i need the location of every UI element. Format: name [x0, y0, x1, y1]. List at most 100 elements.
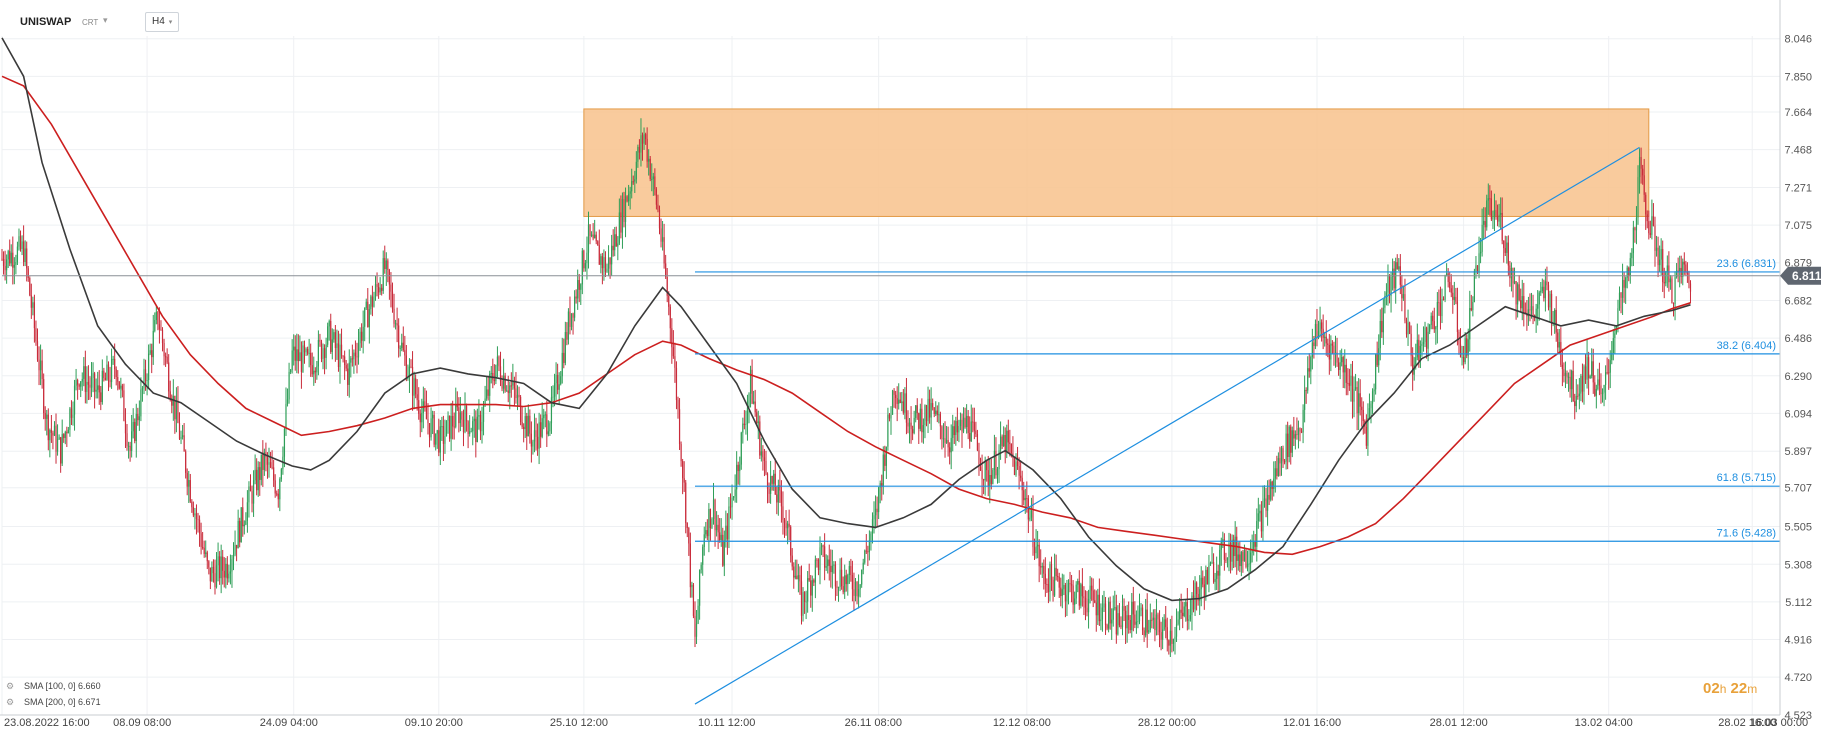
candle-body	[1580, 375, 1582, 394]
candle-body	[1138, 610, 1141, 622]
candle-body	[1202, 577, 1204, 585]
candle-body	[674, 356, 676, 368]
candle-body	[432, 414, 434, 419]
candle-body	[374, 284, 377, 297]
candle-body	[820, 545, 823, 548]
candle-body	[699, 569, 701, 606]
candle-body	[1063, 585, 1065, 590]
candle-body	[1115, 607, 1117, 635]
candle-body	[1233, 539, 1235, 557]
candle-body	[1168, 640, 1170, 646]
candle-body	[827, 559, 829, 567]
candle-body	[1648, 221, 1650, 234]
candle-body	[1177, 619, 1179, 625]
candle-body	[1611, 352, 1613, 361]
candle-body	[1472, 301, 1474, 311]
legend-settings-icon[interactable]: ⚙	[6, 697, 15, 707]
candle-body	[1612, 338, 1614, 353]
legend-item-sma200[interactable]: ⚙ SMA [200, 0] 6.671	[6, 694, 101, 710]
symbol-name[interactable]: UNISWAP	[20, 16, 72, 28]
candle-body	[1561, 364, 1563, 370]
y-tick-label: 5.308	[1784, 559, 1812, 571]
candle-body	[1109, 601, 1111, 624]
candle-body	[465, 406, 468, 422]
candle-body	[1239, 554, 1241, 567]
candle-body	[780, 490, 783, 507]
candle-body	[762, 451, 764, 458]
timeframe-selector[interactable]: H4 ▾	[145, 12, 180, 32]
candle-body	[188, 480, 190, 487]
candle-body	[1601, 392, 1604, 395]
legend-settings-icon[interactable]: ⚙	[6, 681, 15, 691]
candle-body	[1174, 636, 1176, 639]
candle-body	[240, 507, 242, 543]
timeframe-label: H4	[152, 16, 165, 27]
candle-body	[464, 406, 466, 433]
candle-body	[1657, 247, 1659, 266]
candle-body	[933, 407, 935, 414]
candle-body	[81, 378, 83, 382]
candle-body	[1342, 357, 1344, 373]
candle-body	[209, 567, 211, 582]
candle-body	[868, 540, 870, 553]
candle-body	[660, 228, 662, 242]
candle-body	[1160, 632, 1162, 640]
candle-body	[1023, 490, 1025, 501]
candle-body	[817, 559, 820, 571]
legend-item-sma100[interactable]: ⚙ SMA [100, 0] 6.660	[6, 678, 101, 694]
candle-body	[1069, 583, 1071, 585]
candle-body	[683, 478, 685, 483]
candle-body	[274, 480, 276, 494]
candle-body	[837, 586, 840, 588]
candle-body	[70, 408, 73, 418]
candle-body	[1574, 401, 1576, 407]
candle-body	[1146, 609, 1148, 633]
candle-body	[1625, 277, 1627, 288]
dropdown-caret-icon[interactable]: ▾	[103, 15, 108, 25]
candle-body	[1371, 391, 1374, 404]
candle-body	[675, 367, 678, 401]
candle-body	[1455, 296, 1457, 302]
candle-body	[58, 437, 60, 440]
candle-body	[177, 401, 179, 423]
candle-body	[759, 421, 761, 456]
candle-body	[46, 414, 48, 419]
candle-body	[595, 234, 597, 242]
candle-body	[1128, 615, 1130, 620]
candle-body	[919, 408, 921, 429]
candle-body	[21, 241, 23, 250]
candle-body	[984, 461, 986, 481]
candle-body	[581, 250, 583, 285]
candle-body	[1268, 494, 1270, 500]
candle-body	[1358, 393, 1360, 414]
candle-body	[1569, 376, 1571, 390]
candle-body	[249, 486, 252, 492]
candle-body	[1385, 292, 1388, 297]
y-tick-label: 4.916	[1784, 635, 1812, 647]
candle-body	[922, 425, 925, 433]
candle-body	[83, 366, 85, 379]
candle-body	[816, 559, 818, 561]
candle-body	[990, 474, 992, 484]
candle-body	[606, 268, 608, 272]
candle-body	[972, 421, 974, 423]
candle-body	[1540, 290, 1542, 293]
candle-body	[655, 189, 658, 205]
candle-body	[1157, 614, 1159, 620]
candle-body	[1081, 584, 1083, 597]
candle-body	[1297, 428, 1300, 435]
candle-body	[1589, 376, 1591, 379]
candle-body	[1111, 619, 1113, 624]
candle-body	[1169, 630, 1171, 646]
candle-body	[1024, 498, 1026, 501]
candle-body	[1662, 249, 1664, 283]
candle-body	[158, 324, 161, 330]
candle-body	[901, 401, 903, 404]
candle-body	[905, 393, 908, 423]
candle-body	[833, 564, 835, 566]
candle-body	[1021, 477, 1023, 491]
candle-body	[1433, 321, 1435, 330]
candle-body	[1408, 322, 1411, 334]
candle-body	[1595, 388, 1597, 396]
